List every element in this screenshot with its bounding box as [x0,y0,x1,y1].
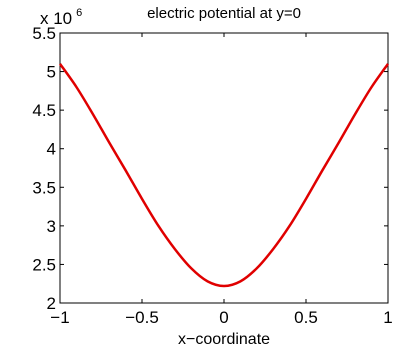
y-multiplier-exponent: 6 [76,7,82,19]
x-tick-label: 0.5 [294,308,318,327]
x-tick-label: 0 [219,308,228,327]
x-tick-label: −1 [50,308,69,327]
y-tick-label: 5.5 [32,24,56,43]
x-tick-label: 1 [383,308,392,327]
x-axis-label: x−coordinate [178,331,270,348]
y-tick-label: 3.5 [32,178,56,197]
y-tick-label: 5 [47,63,56,82]
potential-series-line [58,63,390,288]
y-tick-label: 4 [47,140,56,159]
y-tick-label: 3 [47,217,56,236]
x-tick-label: −0.5 [125,308,159,327]
chart-title: electric potential at y=0 [147,5,301,22]
y-tick-label: 2.5 [32,255,56,274]
y-multiplier: x 10 6 [40,7,82,28]
y-tick-label: 4.5 [32,101,56,120]
y-multiplier-base: x 10 [40,9,72,28]
plot-area: −1 −0.5 0 0.5 1 2 2.5 3 3.5 4 4.5 5 5.5 [32,24,392,327]
y-tick-label: 2 [47,294,56,313]
